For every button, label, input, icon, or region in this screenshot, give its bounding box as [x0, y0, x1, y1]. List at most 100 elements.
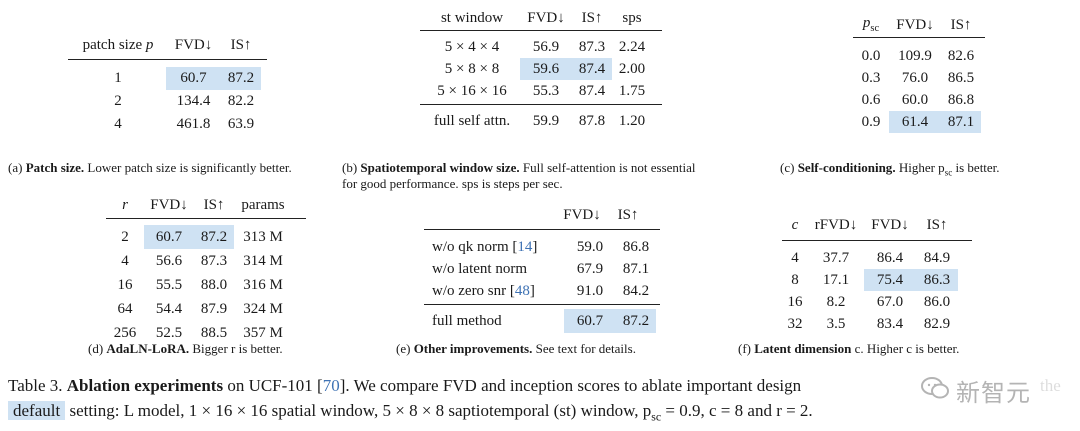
cell: 461.8 [176, 116, 211, 132]
cell: 87.1 [622, 260, 650, 277]
cell: 0.3 [861, 69, 881, 86]
header: IS↑ [617, 206, 639, 223]
cell: 0.0 [861, 47, 881, 64]
caption-b: (b) Spatiotemporal window size. Full sel… [342, 160, 696, 191]
cell: 0.9 [861, 113, 881, 130]
cell: 2.00 [618, 60, 646, 77]
header: FVD↓ [871, 216, 909, 233]
cell: 3.5 [826, 315, 846, 332]
table-f: c rFVD↓ FVD↓ IS↑ [782, 215, 958, 235]
cell: 313 M [243, 228, 283, 245]
header-is: IS↑ [230, 37, 252, 53]
caption-d: (d) AdaLN-LoRA. Bigger r is better. [88, 341, 283, 356]
cell: 4 [121, 252, 129, 269]
cell: 59.9 [532, 112, 560, 129]
cell: 55.3 [532, 82, 560, 99]
cell: 87.2 [221, 67, 261, 90]
watermark-text: 新智元 [956, 379, 1031, 407]
header: IS↑ [950, 16, 972, 33]
cell: 16 [787, 293, 803, 310]
cell: 54.4 [155, 300, 183, 317]
cell: 87.2 [194, 225, 234, 249]
cell: 8 [791, 271, 799, 288]
cell: 83.4 [876, 315, 904, 332]
cell: 87.3 [578, 38, 606, 55]
header: r [122, 196, 128, 213]
cell: full self attn. [433, 112, 511, 129]
cell: 2 [114, 93, 122, 109]
cell: 17.1 [822, 271, 850, 288]
cell: 86.8 [947, 91, 975, 108]
cell: 87.8 [578, 112, 606, 129]
cell: 256 [113, 324, 137, 341]
caption-f: (f) Latent dimension c. Higher c is bett… [738, 341, 960, 356]
cell: 134.4 [176, 93, 211, 109]
header: p [862, 14, 871, 31]
table-e-footer: full method 60.7 87.2 [424, 309, 656, 333]
cell: 87.4 [578, 82, 606, 99]
cell: 5 × 4 × 4 [444, 38, 500, 55]
header: FVD↓ [563, 206, 601, 223]
table-c: psc FVD↓ IS↑ [853, 15, 981, 35]
cell: 86.3 [916, 269, 958, 291]
cell: 56.9 [532, 38, 560, 55]
cell: 87.2 [616, 309, 656, 333]
cell: 5 × 8 × 8 [444, 60, 500, 77]
cell: 56.6 [155, 252, 183, 269]
cell: 86.5 [947, 69, 975, 86]
cell: 82.6 [947, 47, 975, 64]
cell: 63.9 [227, 116, 255, 132]
cell: 1.20 [618, 112, 646, 129]
cell: 59.6 [520, 58, 572, 80]
header: st window [440, 9, 504, 26]
cell: 87.1 [941, 111, 981, 133]
table-b-footer: full self attn. 59.9 87.8 1.20 [424, 110, 652, 132]
chat-bubble-icon [921, 377, 949, 399]
header: IS↑ [581, 9, 603, 26]
cell: 324 M [243, 300, 283, 317]
cell: 8.2 [826, 293, 846, 310]
header: FVD↓ [150, 196, 188, 213]
cell: 60.7 [144, 225, 194, 249]
cell: 76.0 [901, 69, 929, 86]
main-caption-line1: Table 3. Ablation experiments on UCF-101… [8, 376, 802, 395]
header: sps [622, 9, 642, 26]
header: rFVD↓ [814, 216, 858, 233]
cell: 1 [114, 70, 122, 86]
cell: 67.0 [876, 293, 904, 310]
cell: 32 [787, 315, 803, 332]
cell: 60.0 [901, 91, 929, 108]
table-a: patch size p FVD↓ IS↑ [70, 38, 261, 53]
cell: 82.2 [227, 93, 255, 109]
cell: 87.4 [572, 58, 612, 80]
cell: 314 M [243, 252, 283, 269]
cell: 59.0 [576, 238, 604, 255]
cell: 37.7 [822, 249, 850, 266]
cell: 84.9 [923, 249, 951, 266]
cell: 4 [791, 249, 799, 266]
cell: 84.2 [622, 282, 650, 299]
header: FVD↓ [896, 16, 934, 33]
watermark-logo: 新智元 [918, 372, 1068, 407]
header: IS↑ [926, 216, 948, 233]
cell: 87.9 [200, 300, 228, 317]
cell: 86.8 [622, 238, 650, 255]
table-b-body: 5 × 4 × 4 56.9 87.3 2.24 5 × 8 × 8 59.6 87.4 2… [424, 36, 652, 102]
header: params [241, 196, 285, 213]
cell: 2.24 [618, 38, 646, 55]
table-e: FVD↓ IS↑ [424, 205, 648, 225]
cell: 55.5 [155, 276, 183, 293]
cell: 52.5 [155, 324, 183, 341]
main-caption-line2: default setting: L model, 1 × 16 × 16 sp… [8, 398, 813, 429]
cell: 88.0 [200, 276, 228, 293]
header-fvd: FVD↓ [174, 37, 213, 53]
cell: 64 [117, 300, 133, 317]
table-f-body: 4 37.7 86.4 84.9 8 17.1 75.4 86.3 16 8.2 67.0 86.… [782, 247, 958, 335]
row-label: w/o zero snr [48] [432, 282, 535, 299]
table-e-body: w/o qk norm [14] 59.0 86.8 w/o latent norm… [424, 236, 656, 302]
cell: 87.3 [200, 252, 228, 269]
caption-c: (c) Self-conditioning. Higher psc is bet… [780, 160, 1000, 178]
table-a-body: 1 60.7 87.2 2 134.4 82.2 4 461.8 63.9 [70, 67, 261, 136]
cell: 67.9 [576, 260, 604, 277]
cell: 2 [121, 228, 129, 245]
